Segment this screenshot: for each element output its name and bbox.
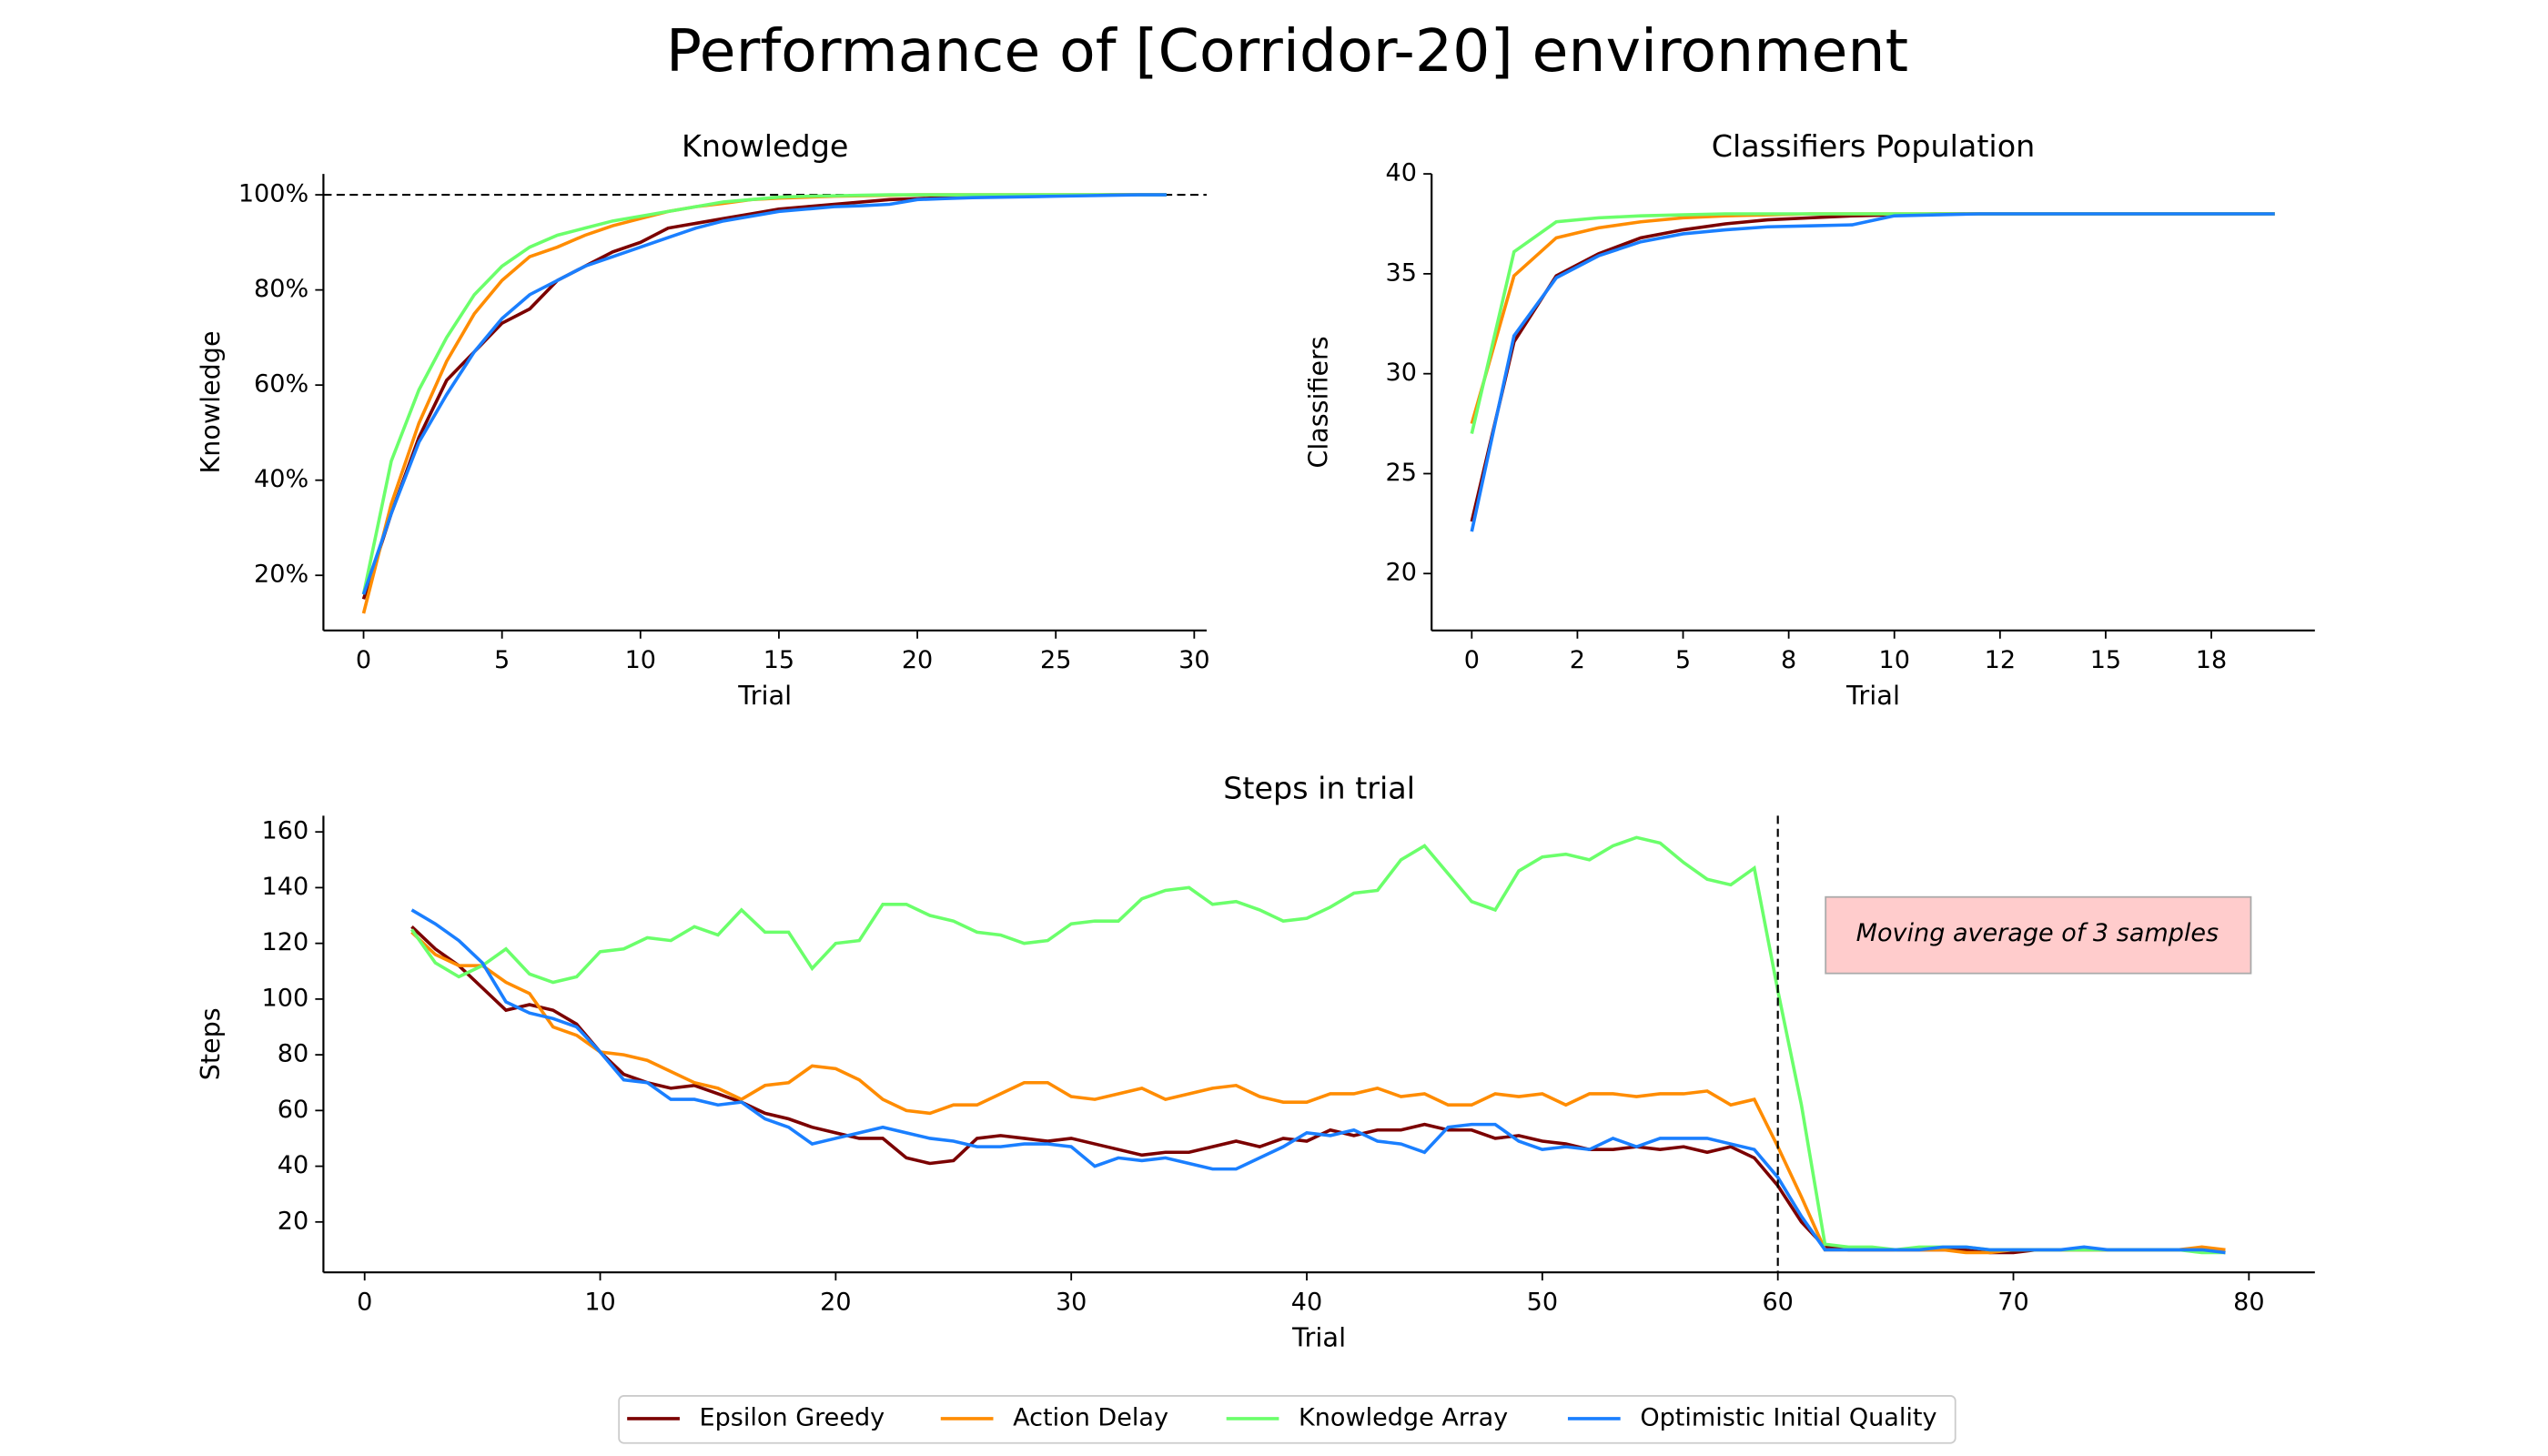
x-axis-label: Trial (1845, 680, 1900, 711)
y-tick-label: 80 (278, 1040, 308, 1068)
y-axis-label: Knowledge (195, 330, 226, 473)
x-tick-label: 0 (1464, 646, 1480, 674)
x-tick-label: 60 (1762, 1289, 1793, 1317)
series-line (1470, 212, 2275, 532)
series-line (361, 193, 1167, 600)
y-tick-label: 25 (1386, 459, 1417, 487)
x-tick-label: 0 (356, 646, 371, 674)
y-tick-label: 140 (262, 873, 309, 901)
subplot: Steps in trial Trial Steps 0 10 20 30 40 50 60 70 8… (195, 770, 2315, 1352)
x-tick-label: 50 (1527, 1289, 1558, 1317)
x-tick-label: 12 (1985, 646, 2016, 674)
figure-title: Performance of [Corridor-20] environment (666, 18, 1908, 86)
x-tick-label: 5 (1675, 646, 1691, 674)
x-tick-label: 10 (584, 1289, 615, 1317)
y-tick-label: 35 (1386, 258, 1417, 287)
y-tick-label: 40 (1386, 159, 1417, 187)
y-tick-label: 160 (262, 817, 309, 845)
x-tick-label: 10 (1879, 646, 1910, 674)
x-tick-label: 15 (763, 646, 794, 674)
y-tick-label: 60% (254, 370, 308, 399)
subplot-title: Steps in trial (1223, 770, 1415, 805)
series-line (1470, 212, 2275, 434)
x-tick-label: 8 (1781, 646, 1796, 674)
x-axis-label: Trial (1291, 1322, 1346, 1353)
series-line (361, 193, 1167, 595)
subplot: Classifiers Population Trial Classifiers 0 2… (1302, 128, 2315, 711)
x-tick-label: 10 (625, 646, 656, 674)
y-tick-label: 80% (254, 275, 308, 303)
y-tick-label: 20% (254, 561, 308, 589)
x-tick-label: 30 (1178, 646, 1209, 674)
y-tick-label: 40 (278, 1151, 308, 1179)
series-line (1470, 212, 2275, 425)
x-tick-label: 18 (2196, 646, 2227, 674)
y-tick-label: 120 (262, 928, 309, 956)
series-line (361, 193, 1167, 614)
subplot-title: Knowledge (682, 128, 848, 164)
x-tick-label: 2 (1570, 646, 1585, 674)
subplot: Knowledge Trial Knowledge 0 5 10 15 20 25 30 20% 40… (195, 128, 1210, 711)
y-tick-label: 100% (238, 180, 308, 208)
x-tick-label: 40 (1291, 1289, 1322, 1317)
legend-frame (618, 1395, 1956, 1444)
x-tick-label: 70 (1997, 1289, 2028, 1317)
legend-label: Epsilon Greedy (700, 1404, 885, 1432)
y-tick-label: 20 (278, 1207, 308, 1235)
x-axis-label: Trial (737, 680, 792, 711)
series-line (410, 835, 2226, 1255)
x-tick-label: 25 (1040, 646, 1071, 674)
x-tick-label: 30 (1056, 1289, 1087, 1317)
x-tick-label: 20 (820, 1289, 851, 1317)
x-tick-label: 20 (902, 646, 933, 674)
annotation-box (1825, 895, 2252, 975)
series-line (410, 908, 2226, 1255)
y-tick-label: 20 (1386, 559, 1417, 587)
y-axis-label: Classifiers (1302, 336, 1333, 468)
y-tick-label: 40% (254, 465, 308, 493)
annotation: Moving average of 3 samples (1856, 919, 2219, 947)
series-line (361, 193, 1167, 595)
y-axis-label: Steps (195, 1007, 226, 1080)
subplot-title: Classifiers Population (1712, 128, 2036, 164)
x-tick-label: 0 (357, 1289, 372, 1317)
legend-label: Knowledge Array (1299, 1404, 1508, 1432)
x-tick-label: 15 (2090, 646, 2121, 674)
y-tick-label: 100 (262, 984, 309, 1012)
y-tick-label: 30 (1386, 359, 1417, 387)
x-tick-label: 80 (2233, 1289, 2264, 1317)
legend-label: Optimistic Initial Quality (1640, 1404, 1936, 1432)
series-line (410, 925, 2226, 1255)
legend: Epsilon Greedy Action Delay Knowledge Arra… (618, 1395, 1956, 1444)
legend-label: Action Delay (1013, 1404, 1168, 1432)
y-tick-label: 60 (278, 1096, 308, 1124)
series-line (410, 931, 2226, 1255)
x-tick-label: 5 (494, 646, 510, 674)
